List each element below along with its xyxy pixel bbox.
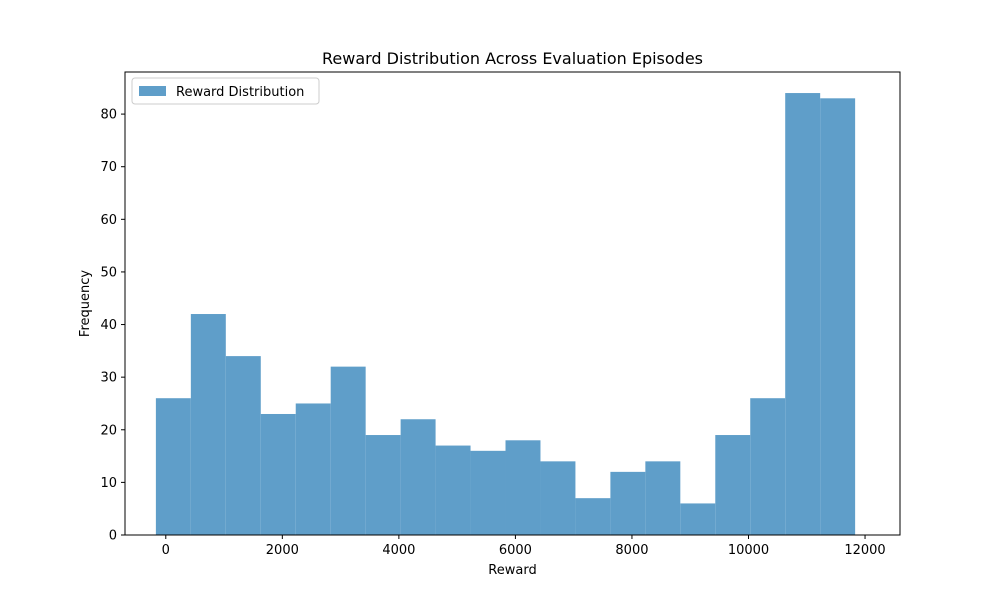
plot-frame [124,71,901,536]
legend: Reward Distribution [131,77,320,105]
x-tick-label: 6000 [499,543,532,558]
legend-label: Reward Distribution [176,85,304,100]
histogram-bar [505,440,541,535]
histogram-bar [225,356,261,535]
y-tick-label: 60 [100,213,117,228]
x-axis-ticks: 0 2000 4000 6000 8000 10000 12000 [162,535,886,558]
histogram-bar [540,461,576,535]
histogram-bar [750,398,786,535]
histogram-bar [260,413,296,535]
x-axis-label: Reward [488,563,536,578]
x-tick-label: 4000 [382,543,415,558]
histogram-bar [785,93,821,535]
y-tick-label: 80 [100,108,117,123]
histogram-bar [155,398,191,535]
histogram-bar [470,450,506,535]
y-tick-label: 50 [100,265,117,280]
histogram-bar [715,435,751,535]
y-tick-label: 0 [109,529,117,544]
histogram-bar [575,498,611,535]
y-axis-ticks: 0 10 20 30 40 50 60 70 80 [100,108,125,544]
histogram-bar [435,445,471,535]
histogram-bar [645,461,681,535]
histogram-bar [295,403,331,535]
histogram-bar [820,98,856,535]
y-tick-label: 70 [100,160,117,175]
bars-group [155,93,856,535]
x-tick-label: 8000 [615,543,648,558]
y-tick-label: 10 [100,476,117,491]
chart-title: Reward Distribution Across Evaluation Ep… [322,49,703,68]
x-tick-label: 10000 [728,543,769,558]
histogram-bar [330,366,366,535]
x-tick-label: 0 [162,543,170,558]
histogram-bar [365,435,401,535]
legend-swatch [139,86,166,96]
y-tick-label: 40 [100,318,117,333]
histogram-bar [190,314,226,535]
y-tick-label: 20 [100,423,117,438]
legend-box [131,77,320,105]
y-axis-label: Frequency [78,270,93,337]
histogram-bar [610,471,646,535]
x-tick-label: 2000 [266,543,299,558]
x-tick-label: 12000 [844,543,885,558]
y-tick-label: 30 [100,371,117,386]
histogram-bar [680,503,716,535]
histogram-bar [400,419,436,535]
